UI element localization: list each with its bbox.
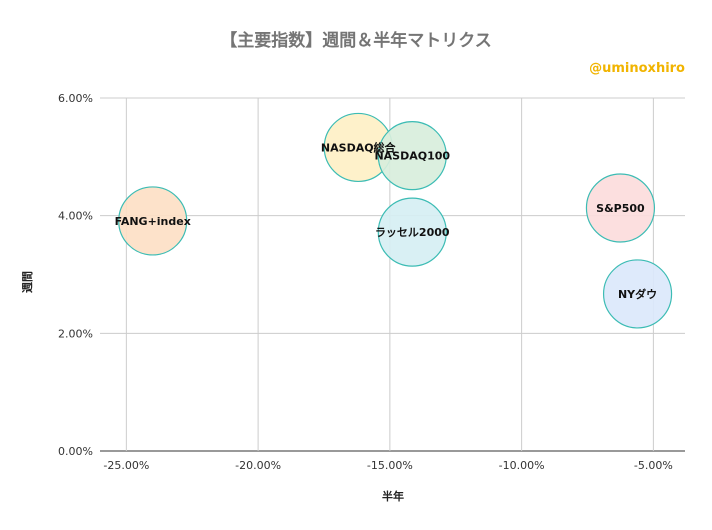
- bubble-label: S&P500: [596, 202, 645, 215]
- y-axis-label: 週間: [20, 271, 34, 293]
- bubble-label: NASDAQ総合: [321, 140, 397, 154]
- y-tick-label: 0.00%: [58, 445, 93, 458]
- bubble-point: [377, 121, 447, 191]
- x-tick-label: -5.00%: [634, 459, 673, 472]
- credit-handle: @uminoxhiro: [589, 61, 685, 76]
- bubble-label: NYダウ: [618, 287, 657, 301]
- y-tick-label: 4.00%: [58, 210, 93, 223]
- x-tick-label: -15.00%: [367, 459, 413, 472]
- bubble-point: [118, 186, 188, 256]
- x-tick-label: -20.00%: [235, 459, 281, 472]
- x-tick-label: -25.00%: [103, 459, 149, 472]
- bubble-label: ラッセル2000: [375, 226, 450, 239]
- bubble-point: [585, 173, 656, 243]
- bubble-point: [377, 197, 447, 267]
- x-tick-label: -10.00%: [499, 459, 545, 472]
- bubble-layer: [118, 112, 673, 329]
- x-tick-labels: -25.00% -20.00% -15.00% -10.00% -5.00%: [103, 459, 672, 472]
- chart-title: 【主要指数】週間＆半年マトリクス: [220, 30, 492, 51]
- y-tick-label: 2.00%: [58, 327, 93, 340]
- bubble-point: [602, 259, 673, 329]
- y-tick-label: 6.00%: [58, 92, 93, 105]
- x-axis-label: 半年: [382, 489, 404, 503]
- y-tick-labels: 0.00% 2.00% 4.00% 6.00%: [58, 92, 93, 458]
- bubble-label: NASDAQ100: [374, 150, 450, 163]
- bubble-label: FANG+index: [115, 215, 191, 228]
